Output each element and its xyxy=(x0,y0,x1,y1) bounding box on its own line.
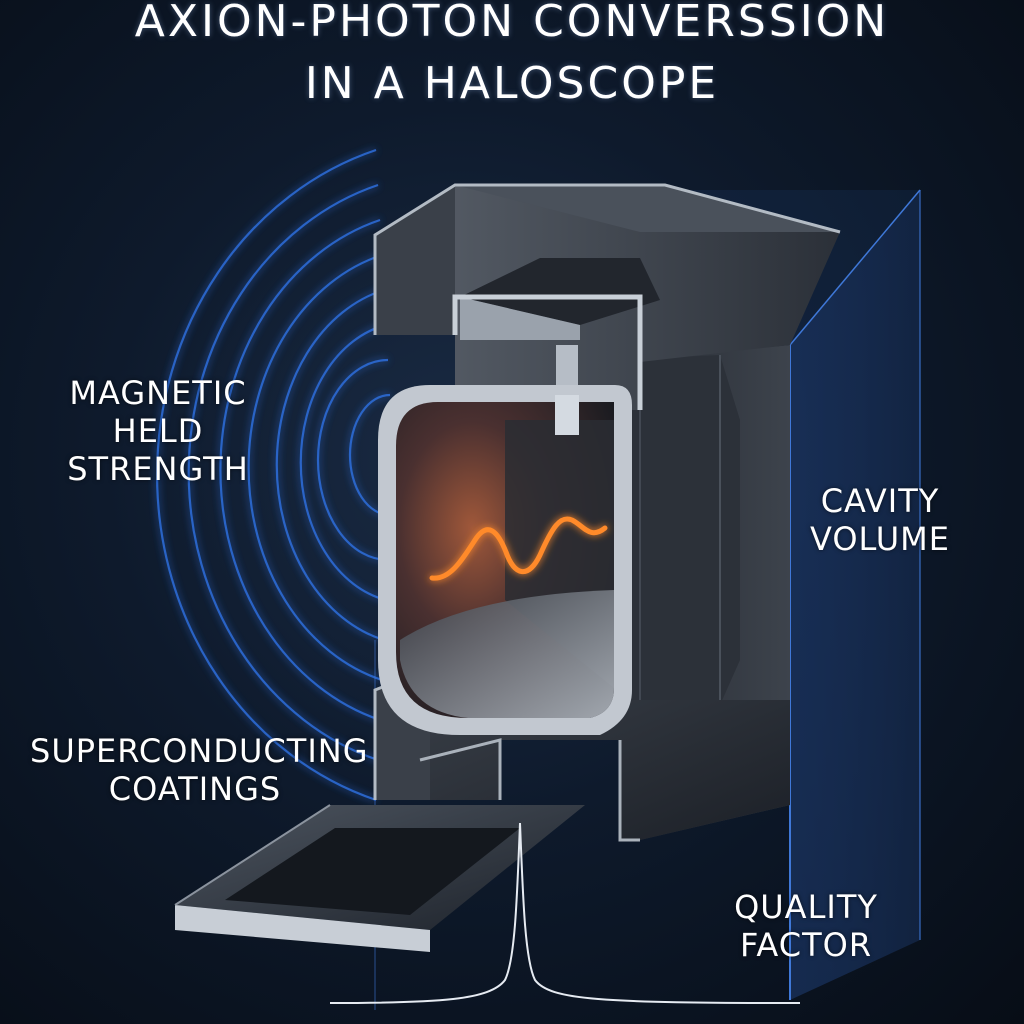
cavity-opening xyxy=(378,385,632,735)
field-arc xyxy=(156,148,377,802)
label-line: SUPERCONDUCTING xyxy=(30,732,369,770)
label-line: VOLUME xyxy=(810,520,950,558)
label-line: HELD xyxy=(112,412,204,450)
label-line: QUALITY xyxy=(734,888,878,926)
page-title-line-1: AXION-PHOTON CONVERSSION xyxy=(134,0,890,47)
label-line: CAVITY xyxy=(820,482,940,520)
magnetic-field-lines xyxy=(156,148,391,802)
label-line: MAGNETIC xyxy=(69,374,247,412)
label-line: COATINGS xyxy=(108,770,282,808)
field-arc xyxy=(348,393,391,517)
magnetic-field-strength-label: MAGNETIC HELD STRENGTH xyxy=(48,374,268,488)
label-line: FACTOR xyxy=(739,926,873,964)
field-arc xyxy=(219,218,381,722)
resonance-peak xyxy=(329,822,801,1004)
field-arc xyxy=(275,288,385,642)
cavity-volume-label: CAVITY VOLUME xyxy=(780,482,980,558)
quality-factor-label: QUALITY FACTOR xyxy=(706,888,906,964)
photon-wave xyxy=(429,516,608,581)
base-platform xyxy=(174,804,585,952)
page-title-line-2: IN A HALOSCOPE xyxy=(304,58,720,109)
field-arc xyxy=(187,183,379,762)
label-line: STRENGTH xyxy=(67,450,249,488)
field-arc xyxy=(316,358,389,562)
field-arc xyxy=(247,253,383,682)
superconducting-coatings-label: SUPERCONDUCTING COATINGS xyxy=(30,732,369,808)
field-arc xyxy=(299,323,387,602)
